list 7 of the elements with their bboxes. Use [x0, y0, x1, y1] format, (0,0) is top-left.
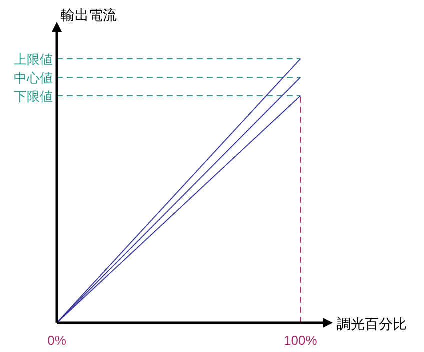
- ref-line-label: 中心値: [14, 70, 53, 86]
- y-axis-title: 輸出電流: [61, 7, 117, 23]
- ref-line-label: 下限値: [14, 88, 53, 104]
- x-axis-title: 調光百分比: [337, 316, 407, 332]
- x-tick-label: 0%: [48, 333, 67, 348]
- ref-line-label: 上限値: [14, 52, 53, 67]
- x-tick-label: 100%: [284, 333, 318, 348]
